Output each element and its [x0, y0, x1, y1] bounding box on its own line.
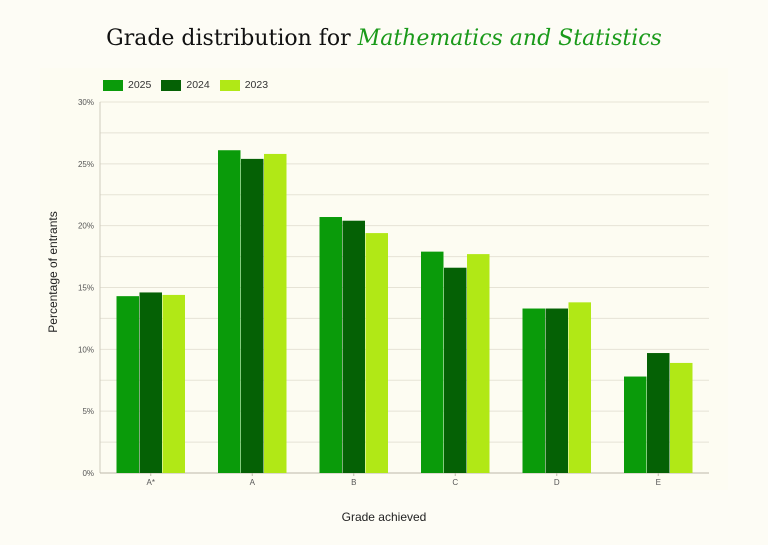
- y-tick-label: 25%: [78, 160, 94, 169]
- x-tick-label: C: [452, 478, 458, 487]
- bar-2024-D: [545, 308, 568, 473]
- legend-item-2023: 2023: [219, 79, 269, 91]
- legend: 2025 2024 2023: [103, 79, 268, 91]
- title-prefix: Grade distribution for: [106, 26, 351, 51]
- bar-2025-D: [522, 308, 545, 473]
- bar-2025-B: [319, 217, 342, 473]
- legend-label-2023: 2023: [244, 79, 269, 91]
- legend-label-2025: 2025: [128, 79, 152, 91]
- legend-swatch-2023: [219, 79, 240, 91]
- bar-2024-A: [241, 158, 264, 474]
- bar-2025-A: [218, 150, 241, 474]
- bar-2023-B: [365, 233, 388, 473]
- bar-2023-E: [670, 362, 693, 473]
- x-tick-label: D: [554, 478, 560, 487]
- x-tick-label: A*: [147, 478, 155, 487]
- y-tick-label: 10%: [78, 345, 94, 354]
- bar-2023-C: [467, 254, 490, 473]
- y-tick-label: 15%: [78, 284, 94, 293]
- bar-2024-B: [342, 220, 365, 473]
- bar-2024-E: [647, 353, 670, 473]
- bar-2023-A*: [162, 294, 185, 473]
- legend-label-2024: 2024: [186, 79, 210, 91]
- x-tick-label: E: [656, 478, 661, 487]
- legend-swatch-2025: [103, 79, 123, 91]
- y-tick-label: 30%: [78, 98, 94, 107]
- bar-2023-A: [264, 153, 287, 473]
- y-tick-label: 0%: [82, 469, 94, 478]
- legend-item-2025: 2025: [103, 79, 151, 91]
- x-tick-label: A: [250, 478, 256, 487]
- y-axis-label: Percentage of entrants: [46, 211, 60, 333]
- bar-2024-A*: [139, 292, 162, 473]
- x-tick-label: B: [351, 478, 356, 487]
- chart-title: Grade distribution for Mathematics and S…: [0, 26, 768, 51]
- bar-2025-C: [421, 251, 444, 473]
- title-subject: Mathematics and Statistics: [357, 26, 662, 51]
- bar-2025-E: [624, 376, 647, 473]
- bar-2025-A*: [116, 296, 139, 473]
- x-axis-label: Grade achieved: [341, 510, 427, 524]
- y-tick-label: 5%: [82, 407, 94, 416]
- bar-2023-D: [568, 302, 591, 473]
- legend-swatch-2024: [161, 79, 182, 91]
- legend-item-2024: 2024: [161, 79, 210, 91]
- y-tick-label: 20%: [78, 222, 94, 231]
- bar-2024-C: [444, 267, 467, 473]
